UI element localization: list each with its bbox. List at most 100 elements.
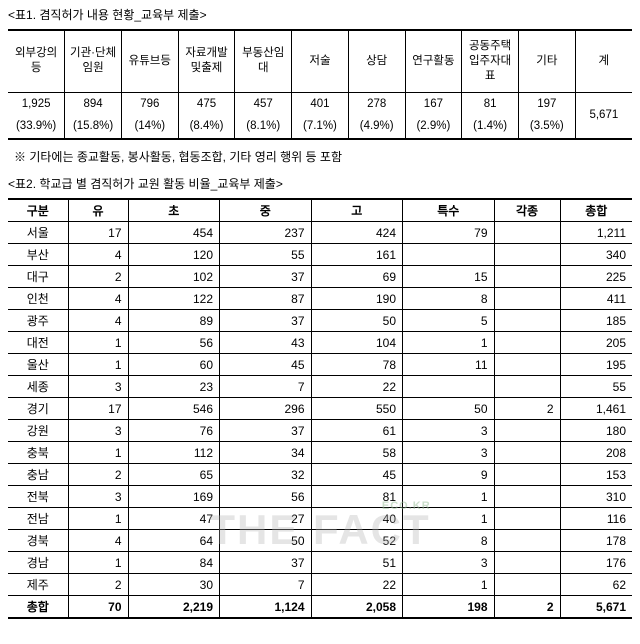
t2-header-0: 구분 — [8, 199, 68, 222]
data-cell: 61 — [311, 420, 403, 442]
table-row: 서울17454237424791,211 — [8, 222, 632, 244]
table-row: 충북111234583208 — [8, 442, 632, 464]
table-row: 대구2102376915225 — [8, 266, 632, 288]
data-cell: 58 — [311, 442, 403, 464]
data-cell: 3 — [403, 420, 495, 442]
data-cell: 51 — [311, 552, 403, 574]
data-cell: 454 — [128, 222, 220, 244]
data-cell: 1 — [403, 574, 495, 596]
data-cell: 1 — [68, 508, 128, 530]
region-cell: 부산 — [8, 244, 68, 266]
data-cell: 1 — [68, 354, 128, 376]
table-row: 강원37637613180 — [8, 420, 632, 442]
data-cell: 11 — [403, 354, 495, 376]
data-cell: 55 — [220, 244, 312, 266]
data-cell: 4 — [68, 530, 128, 552]
data-cell: 1 — [68, 332, 128, 354]
total-cell: 2,058 — [311, 596, 403, 619]
table-row: 세종32372255 — [8, 376, 632, 398]
data-cell — [494, 442, 560, 464]
data-cell: 310 — [560, 486, 632, 508]
data-cell: 37 — [220, 310, 312, 332]
data-cell: 22 — [311, 574, 403, 596]
data-cell: 2 — [68, 464, 128, 486]
t1-value-7: 167 — [405, 92, 462, 115]
data-cell: 87 — [220, 288, 312, 310]
data-cell: 169 — [128, 486, 220, 508]
data-cell: 62 — [560, 574, 632, 596]
data-cell: 153 — [560, 464, 632, 486]
data-cell: 3 — [68, 420, 128, 442]
region-cell: 세종 — [8, 376, 68, 398]
t1-pct-6: (4.9%) — [348, 115, 405, 139]
data-cell: 45 — [220, 354, 312, 376]
t1-header-9: 기타 — [518, 30, 575, 92]
data-cell: 65 — [128, 464, 220, 486]
data-cell: 55 — [560, 376, 632, 398]
t1-value-1: 894 — [65, 92, 122, 115]
t1-value-4: 457 — [235, 92, 292, 115]
data-cell — [494, 376, 560, 398]
data-cell: 116 — [560, 508, 632, 530]
data-cell: 7 — [220, 376, 312, 398]
data-cell — [494, 464, 560, 486]
data-cell: 104 — [311, 332, 403, 354]
t1-pct-5: (7.1%) — [292, 115, 349, 139]
data-cell: 1,211 — [560, 222, 632, 244]
region-cell: 전남 — [8, 508, 68, 530]
t1-header-6: 상담 — [348, 30, 405, 92]
data-cell — [494, 420, 560, 442]
t1-pct-1: (15.8%) — [65, 115, 122, 139]
table2-title: <표2. 학교급 별 겸직허가 교원 활동 비율_교육부 제출> — [8, 175, 632, 192]
t1-value-6: 278 — [348, 92, 405, 115]
data-cell — [494, 222, 560, 244]
data-cell: 1,461 — [560, 398, 632, 420]
t1-header-2: 유튜브등 — [121, 30, 178, 92]
total-cell: 1,124 — [220, 596, 312, 619]
data-cell: 3 — [403, 442, 495, 464]
table1-title: <표1. 겸직허가 내용 현황_교육부 제출> — [8, 6, 632, 23]
t2-header-3: 중 — [220, 199, 312, 222]
data-cell: 30 — [128, 574, 220, 596]
t1-value-2: 796 — [121, 92, 178, 115]
data-cell — [494, 288, 560, 310]
table-row: 인천4122871908411 — [8, 288, 632, 310]
table-row: 광주48937505185 — [8, 310, 632, 332]
data-cell — [494, 552, 560, 574]
table-row: 경북46450528178 — [8, 530, 632, 552]
total-cell: 70 — [68, 596, 128, 619]
data-cell — [494, 530, 560, 552]
data-cell: 1 — [403, 508, 495, 530]
t1-value-8: 81 — [462, 92, 519, 115]
data-cell: 50 — [403, 398, 495, 420]
table-row: 부산412055161340 — [8, 244, 632, 266]
data-cell: 23 — [128, 376, 220, 398]
data-cell: 180 — [560, 420, 632, 442]
data-cell: 8 — [403, 530, 495, 552]
data-cell — [494, 244, 560, 266]
data-cell: 50 — [311, 310, 403, 332]
t1-pct-7: (2.9%) — [405, 115, 462, 139]
data-cell: 32 — [220, 464, 312, 486]
data-cell: 112 — [128, 442, 220, 464]
data-cell: 43 — [220, 332, 312, 354]
t1-header-3: 자료개발및출제 — [178, 30, 235, 92]
data-cell: 50 — [220, 530, 312, 552]
data-cell: 37 — [220, 266, 312, 288]
t1-value-0: 1,925 — [8, 92, 65, 115]
table-row: 전남14727401116 — [8, 508, 632, 530]
data-cell: 7 — [220, 574, 312, 596]
data-cell: 76 — [128, 420, 220, 442]
region-cell: 대전 — [8, 332, 68, 354]
data-cell: 3 — [68, 486, 128, 508]
data-cell: 546 — [128, 398, 220, 420]
data-cell — [494, 310, 560, 332]
data-cell: 190 — [311, 288, 403, 310]
region-cell: 경남 — [8, 552, 68, 574]
data-cell: 161 — [311, 244, 403, 266]
data-cell: 4 — [68, 310, 128, 332]
t1-header-0: 외부강의등 — [8, 30, 65, 92]
data-cell: 79 — [403, 222, 495, 244]
data-cell: 56 — [220, 486, 312, 508]
data-cell: 52 — [311, 530, 403, 552]
